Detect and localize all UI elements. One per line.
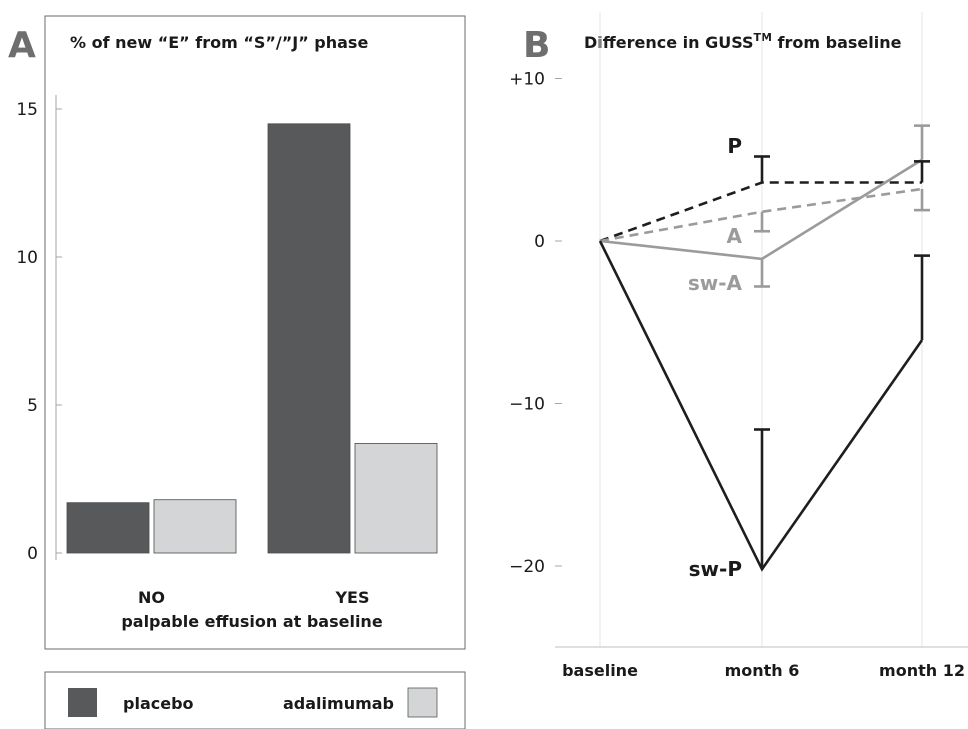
panel-b: B Difference in GUSSTM from baseline +10… bbox=[509, 12, 968, 680]
panel-a-x-tick-no: NO bbox=[138, 588, 165, 607]
panel-a-x-tick-yes: YES bbox=[334, 588, 369, 607]
panel-a-frame bbox=[44, 15, 466, 650]
panel-b-x-tick-month-6: month 6 bbox=[725, 661, 800, 680]
bar-yes-placebo bbox=[267, 123, 351, 554]
panel-b-title: Difference in GUSSTM from baseline bbox=[584, 31, 902, 52]
panel-b-y-tick-label: −10 bbox=[509, 395, 545, 415]
panel-b-x-tick-month-12: month 12 bbox=[879, 661, 965, 680]
legend-frame bbox=[44, 671, 466, 729]
panel-a-y-tick-label: 0 bbox=[27, 544, 38, 564]
series-label-P: P bbox=[727, 134, 742, 158]
panel-a: A % of new “E” from “S”/”J” phase 0 5 10 15… bbox=[8, 15, 466, 650]
legend-swatch-adalimumab bbox=[407, 687, 438, 718]
panel-a-legend: placebo adalimumab bbox=[44, 671, 466, 729]
panel-a-letter: A bbox=[8, 25, 36, 66]
panel-b-title-main: Difference in GUSS bbox=[584, 33, 754, 52]
panel-b-x-ticks: baseline month 6 month 12 bbox=[562, 661, 965, 680]
panel-a-y-tick-label: 15 bbox=[16, 100, 38, 120]
panel-a-x-label: palpable effusion at baseline bbox=[121, 612, 383, 631]
series-label-sw-P: sw-P bbox=[689, 557, 742, 581]
panel-b-x-tick-baseline: baseline bbox=[562, 661, 638, 680]
panel-a-title: % of new “E” from “S”/”J” phase bbox=[70, 33, 368, 52]
panel-b-y-ticks: +10 0 −10 −20 bbox=[509, 70, 562, 577]
legend-label-adalimumab: adalimumab bbox=[283, 694, 394, 713]
series-label-sw-A: sw-A bbox=[688, 271, 743, 295]
panel-b-y-tick-label: 0 bbox=[534, 232, 545, 252]
bar-no-adalimumab bbox=[153, 499, 237, 554]
panel-b-title-sup: TM bbox=[754, 31, 772, 44]
panel-a-bars bbox=[66, 123, 438, 554]
legend-label-placebo: placebo bbox=[123, 694, 194, 713]
bar-yes-adalimumab bbox=[354, 443, 438, 554]
panel-b-series-labels: P Asw-A sw-P bbox=[688, 134, 743, 581]
panel-a-y-tick-label: 10 bbox=[16, 248, 38, 268]
bar-no-placebo bbox=[66, 502, 150, 554]
panel-a-y-tick-label: 5 bbox=[27, 396, 38, 416]
series-line-A bbox=[599, 187, 923, 243]
panel-b-title-suffix: from baseline bbox=[772, 33, 902, 52]
panel-b-y-tick-label: −20 bbox=[509, 557, 545, 577]
legend-swatch-placebo bbox=[68, 688, 97, 717]
panel-b-error-bars bbox=[754, 124, 930, 570]
panel-a-y-ticks: 0 5 10 15 bbox=[16, 100, 62, 564]
panel-a-x-ticks: NO YES bbox=[138, 588, 370, 607]
series-label-A: A bbox=[727, 224, 743, 248]
panel-b-letter: B bbox=[523, 25, 550, 66]
panel-b-y-tick-label: +10 bbox=[509, 70, 545, 90]
